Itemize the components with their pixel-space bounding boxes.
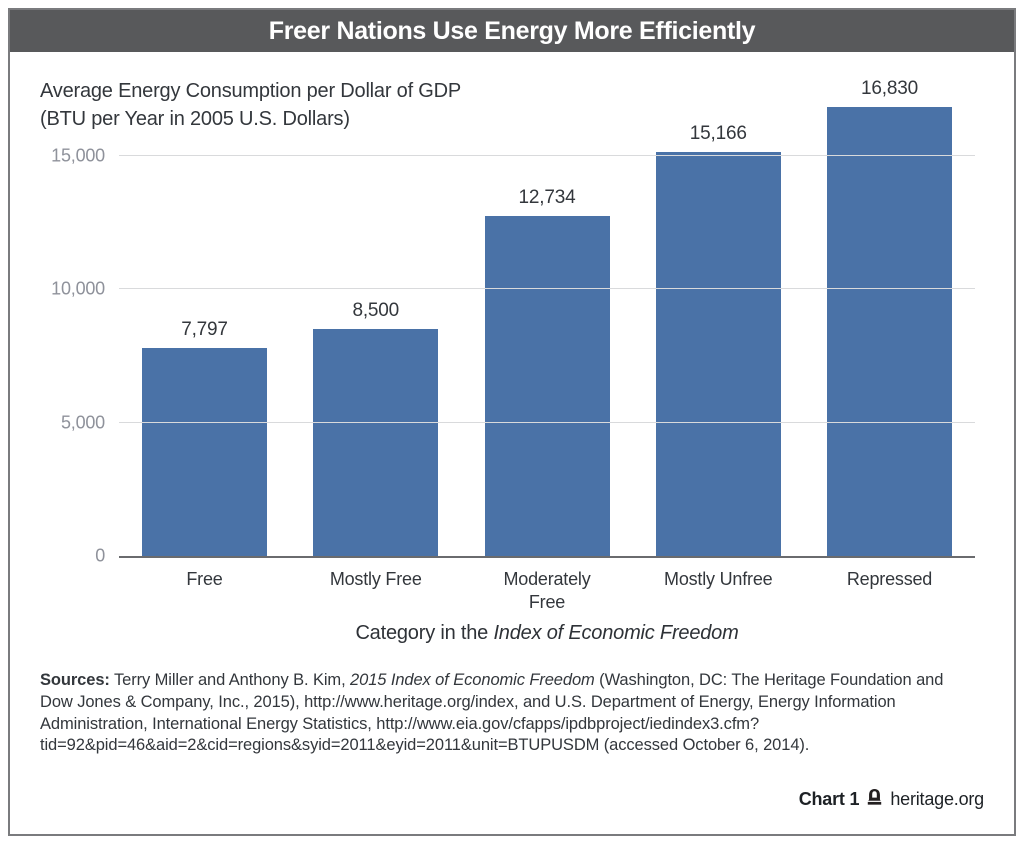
bar-group-repressed: 16,830	[827, 78, 952, 556]
site-link[interactable]: heritage.org	[890, 789, 984, 809]
chart-title-bar: Freer Nations Use Energy More Efficientl…	[10, 10, 1014, 52]
bar-group-moderately-free: 12,734	[484, 187, 610, 556]
bar-group-mostly-free: 8,500	[313, 300, 439, 556]
bar-value-label: 15,166	[689, 122, 747, 144]
chart-title: Freer Nations Use Energy More Efficientl…	[268, 16, 756, 45]
liberty-bell-icon	[866, 788, 883, 811]
chart-plot-row: 0 5,000 10,000 15,000 7,797 8,500 12,734 15,16…	[40, 78, 975, 566]
chart-content: Average Energy Consumption per Dollar of…	[10, 52, 1014, 832]
sources-segment: tid=92&pid=46&aid=2&cid=regions&syid=201…	[40, 736, 810, 755]
sources-segment: (Washington, DC: The Heritage Foundation…	[594, 671, 944, 689]
gridline	[119, 155, 975, 156]
bar-value-label: 12,734	[518, 187, 576, 209]
footer: Chart 1 heritage.org	[799, 788, 984, 811]
sources-note: Sources: Terry Miller and Anthony B. Kim…	[40, 670, 996, 757]
category-label: Mostly Free	[329, 569, 422, 589]
plot-area: 7,797 8,500 12,734 15,166 16,830	[119, 78, 975, 558]
bar	[142, 348, 267, 556]
x-axis-title: Category in the Index of Economic Freedo…	[119, 622, 975, 645]
sources-segment: Dow Jones & Company, Inc., 2015), http:/…	[40, 692, 896, 711]
bar	[827, 107, 952, 556]
category-label: Free	[186, 569, 223, 589]
bar-value-label: 8,500	[352, 300, 400, 322]
chart-frame: Freer Nations Use Energy More Efficientl…	[8, 8, 1016, 836]
sources-segment: 2015 Index of Economic Freedom	[350, 671, 595, 689]
x-axis-title-italic: Index of Economic Freedom	[493, 622, 739, 644]
sources-label: Sources:	[40, 671, 110, 689]
sources-segment: Administration, International Energy Sta…	[40, 714, 760, 733]
y-tick-label: 10,000	[51, 278, 105, 299]
bar-group-mostly-unfree: 15,166	[655, 122, 781, 556]
chart-number-label: Chart 1	[798, 789, 860, 809]
category-label: Mostly Unfree	[664, 569, 773, 589]
bars-row: 7,797 8,500 12,734 15,166 16,830	[119, 78, 975, 556]
y-tick-label: 5,000	[60, 412, 105, 433]
x-axis-title-prefix: Category in the	[355, 622, 494, 644]
y-tick-label: 15,000	[51, 145, 105, 166]
bar	[655, 151, 781, 556]
sources-text: Terry Miller and Anthony B. Kim, 2015 In…	[40, 671, 943, 754]
bar	[313, 329, 439, 556]
sources-segment: Terry Miller and Anthony B. Kim,	[109, 671, 351, 689]
chart-subtitle: Average Energy Consumption per Dollar of…	[40, 78, 461, 133]
category-label: Moderately Free	[503, 569, 591, 612]
category-labels-row: Free Mostly Free Moderately Free Mostly Unf…	[119, 568, 975, 613]
bar-value-label: 7,797	[181, 319, 228, 341]
category-label: Repressed	[846, 569, 933, 589]
y-axis-ticks: 0 5,000 10,000 15,000	[40, 104, 119, 566]
gridline	[119, 288, 975, 290]
bar-group-free: 7,797	[142, 319, 267, 556]
bar-value-label: 16,830	[861, 78, 918, 100]
gridline	[119, 421, 975, 423]
bar	[484, 216, 610, 556]
y-tick-label: 0	[95, 545, 105, 566]
chart-subtitle-line-2: (BTU per Year in 2005 U.S. Dollars)	[40, 107, 350, 130]
chart-subtitle-line-1: Average Energy Consumption per Dollar of…	[40, 80, 462, 102]
